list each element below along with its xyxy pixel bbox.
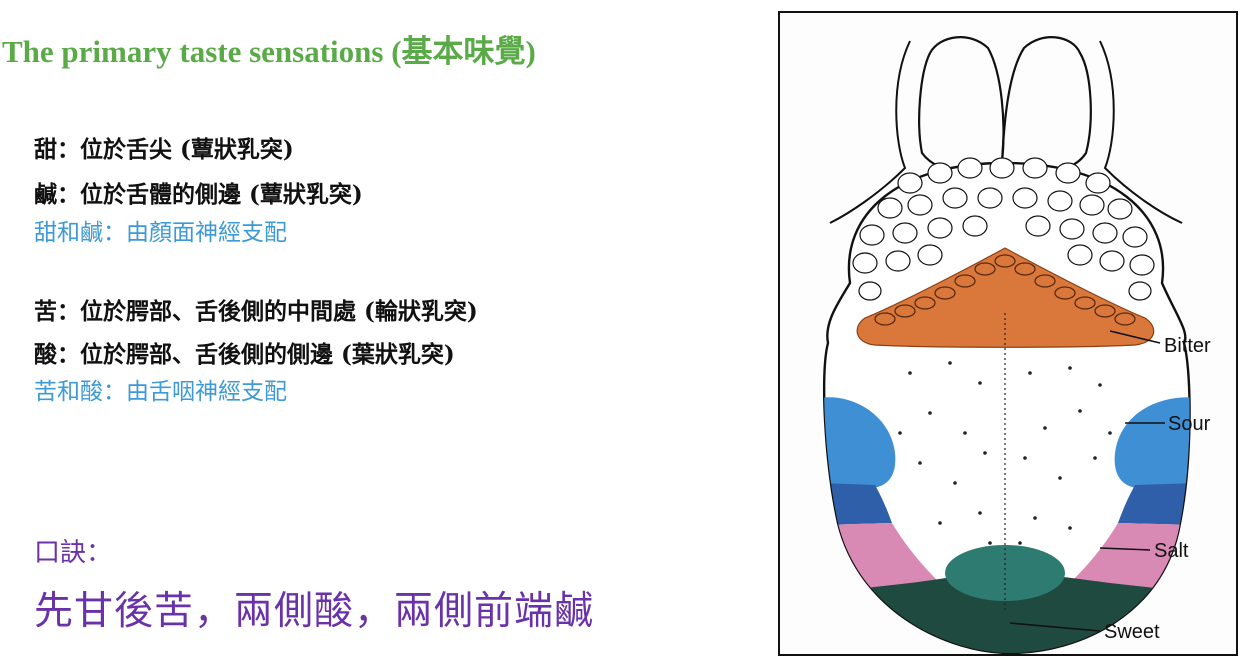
sour-salt-blend-left	[824, 483, 892, 525]
sour-label: Sour	[1168, 413, 1211, 435]
bitter-sour-nerve-text: 苦和酸：由舌咽神經支配	[34, 379, 287, 405]
mnemonic-text: 先甘後苦，兩側酸，兩側前端鹹	[34, 589, 595, 634]
circumvallate-papillae	[874, 254, 1136, 326]
tongue-root-bumps	[852, 157, 1155, 301]
sour-location-text: 酸：位於腭部、舌後側的側邊 (葉狀乳突)	[34, 341, 455, 368]
salt-label: Salt	[1154, 540, 1189, 562]
epiglottis-outline-right	[1000, 36, 1092, 175]
sweet-label: Sweet	[1104, 621, 1160, 643]
mnemonic-label: 口訣：	[34, 538, 113, 568]
sweet-salty-nerve-text: 甜和鹹：由顏面神經支配	[34, 220, 287, 246]
epiglottis-outline	[918, 36, 1005, 175]
bitter-location-text: 苦：位於腭部、舌後側的中間處 (輪狀乳突)	[34, 298, 478, 325]
sweet-location-text: 甜：位於舌尖 (蕈狀乳突)	[34, 136, 294, 163]
fungiform-papillae-dots	[898, 361, 1112, 545]
slide-title: The primary taste sensations (基本味覺)	[2, 34, 536, 69]
tongue-taste-map-figure: Bitter Sour Salt Sweet	[778, 11, 1238, 656]
bitter-label: Bitter	[1164, 335, 1211, 357]
sour-zone-right	[1114, 397, 1190, 488]
salty-location-text: 鹹：位於舌體的側邊 (蕈狀乳突)	[34, 181, 363, 208]
bitter-zone	[856, 247, 1155, 348]
sour-salt-blend-right	[1118, 483, 1190, 525]
sour-zone-left	[824, 397, 896, 488]
tongue-diagram: Bitter Sour Salt Sweet	[822, 36, 1211, 654]
